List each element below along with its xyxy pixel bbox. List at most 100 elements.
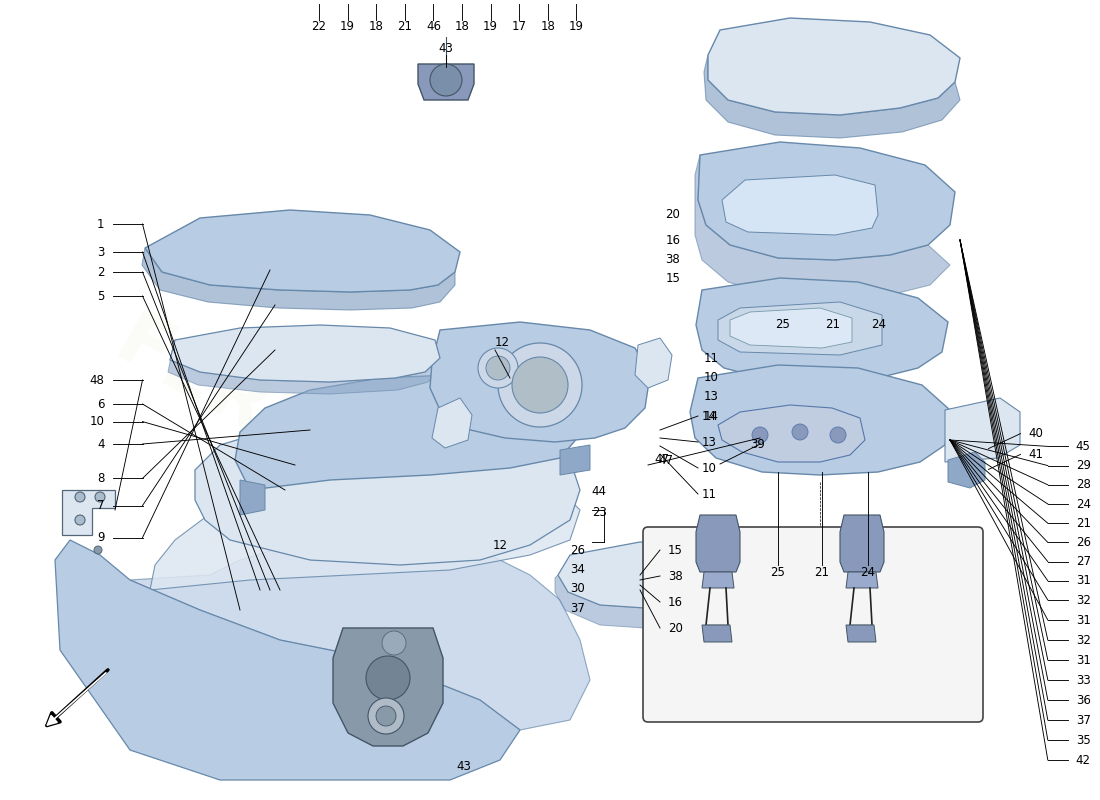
Text: 37: 37 (1076, 714, 1091, 726)
Text: 40: 40 (1028, 427, 1044, 440)
Polygon shape (130, 540, 590, 730)
Text: 10: 10 (702, 462, 717, 474)
Polygon shape (333, 628, 443, 746)
Text: 25: 25 (776, 318, 791, 330)
Text: 19: 19 (483, 20, 498, 33)
Text: 31: 31 (1076, 614, 1091, 626)
Circle shape (94, 546, 102, 554)
Polygon shape (718, 405, 865, 462)
Text: 46: 46 (426, 20, 441, 33)
Text: 17: 17 (512, 20, 527, 33)
Text: 18: 18 (454, 20, 470, 33)
Circle shape (382, 631, 406, 655)
Text: 31: 31 (1076, 654, 1091, 666)
Text: 43: 43 (456, 760, 472, 773)
Text: 18: 18 (540, 20, 556, 33)
Text: 24: 24 (1076, 498, 1091, 510)
Text: a 3 i c h f u h r e r . c o m: a 3 i c h f u h r e r . c o m (332, 435, 508, 545)
Circle shape (478, 348, 518, 388)
Polygon shape (840, 515, 884, 572)
Text: 10: 10 (704, 371, 719, 384)
Text: 27: 27 (1076, 555, 1091, 568)
Polygon shape (195, 420, 580, 565)
Polygon shape (948, 452, 984, 488)
Text: 15: 15 (668, 543, 683, 557)
Polygon shape (690, 365, 950, 475)
Text: 13: 13 (704, 390, 719, 403)
Polygon shape (696, 278, 948, 382)
Text: 11: 11 (702, 487, 717, 501)
Text: 19: 19 (340, 20, 355, 33)
Text: 42: 42 (1076, 754, 1091, 766)
Polygon shape (418, 64, 474, 100)
Circle shape (430, 64, 462, 96)
Text: 1: 1 (97, 218, 104, 230)
Text: 47: 47 (654, 454, 670, 466)
Text: 31: 31 (1076, 574, 1091, 587)
Text: 22: 22 (311, 20, 327, 33)
Text: 21: 21 (397, 20, 412, 33)
Text: 5: 5 (97, 290, 104, 302)
Polygon shape (702, 572, 734, 588)
Text: 48: 48 (89, 374, 104, 386)
Text: 30: 30 (570, 582, 584, 595)
Text: 33: 33 (1076, 674, 1090, 686)
Polygon shape (635, 338, 672, 388)
Polygon shape (846, 625, 876, 642)
Polygon shape (145, 210, 460, 292)
Circle shape (75, 515, 85, 525)
Polygon shape (240, 480, 265, 515)
Polygon shape (62, 490, 116, 535)
Polygon shape (560, 445, 590, 475)
Text: 35: 35 (1076, 734, 1090, 746)
Polygon shape (170, 325, 440, 382)
Polygon shape (55, 540, 520, 780)
Text: 8: 8 (97, 472, 104, 485)
Circle shape (512, 357, 568, 413)
Text: 9: 9 (97, 531, 104, 544)
Circle shape (95, 492, 104, 502)
Text: 32: 32 (1076, 634, 1091, 646)
Polygon shape (235, 375, 580, 490)
Text: 23: 23 (592, 506, 607, 518)
Text: 32: 32 (1076, 594, 1091, 606)
Text: 36: 36 (1076, 694, 1091, 706)
Text: 26: 26 (1076, 536, 1091, 549)
Text: 13: 13 (702, 435, 717, 449)
Text: 25: 25 (771, 566, 785, 578)
Polygon shape (722, 175, 878, 235)
Text: 28: 28 (1076, 478, 1091, 491)
Polygon shape (698, 142, 955, 260)
Text: 21: 21 (825, 318, 840, 330)
Text: 4: 4 (97, 438, 104, 450)
Text: 37: 37 (570, 602, 585, 614)
Polygon shape (730, 308, 853, 348)
Circle shape (376, 706, 396, 726)
Polygon shape (150, 468, 580, 590)
Text: 44: 44 (592, 485, 607, 498)
Polygon shape (696, 515, 740, 572)
Text: 7: 7 (97, 499, 104, 512)
Text: 38: 38 (666, 253, 680, 266)
Circle shape (752, 427, 768, 443)
Polygon shape (142, 248, 455, 310)
Polygon shape (432, 398, 472, 448)
Polygon shape (945, 398, 1020, 462)
Polygon shape (558, 542, 738, 608)
Text: 20: 20 (668, 622, 683, 634)
Polygon shape (846, 572, 878, 588)
Text: 21: 21 (1076, 517, 1091, 530)
Polygon shape (556, 575, 738, 628)
Text: 26: 26 (570, 544, 585, 557)
Circle shape (486, 356, 510, 380)
Polygon shape (702, 625, 732, 642)
Text: 19: 19 (569, 20, 584, 33)
Text: 3: 3 (97, 246, 104, 258)
Polygon shape (168, 340, 440, 394)
Text: 34: 34 (570, 563, 585, 576)
Circle shape (498, 343, 582, 427)
Text: 18: 18 (368, 20, 384, 33)
Text: 14: 14 (702, 410, 717, 422)
Text: 10: 10 (89, 415, 104, 428)
Text: 14: 14 (704, 410, 719, 422)
